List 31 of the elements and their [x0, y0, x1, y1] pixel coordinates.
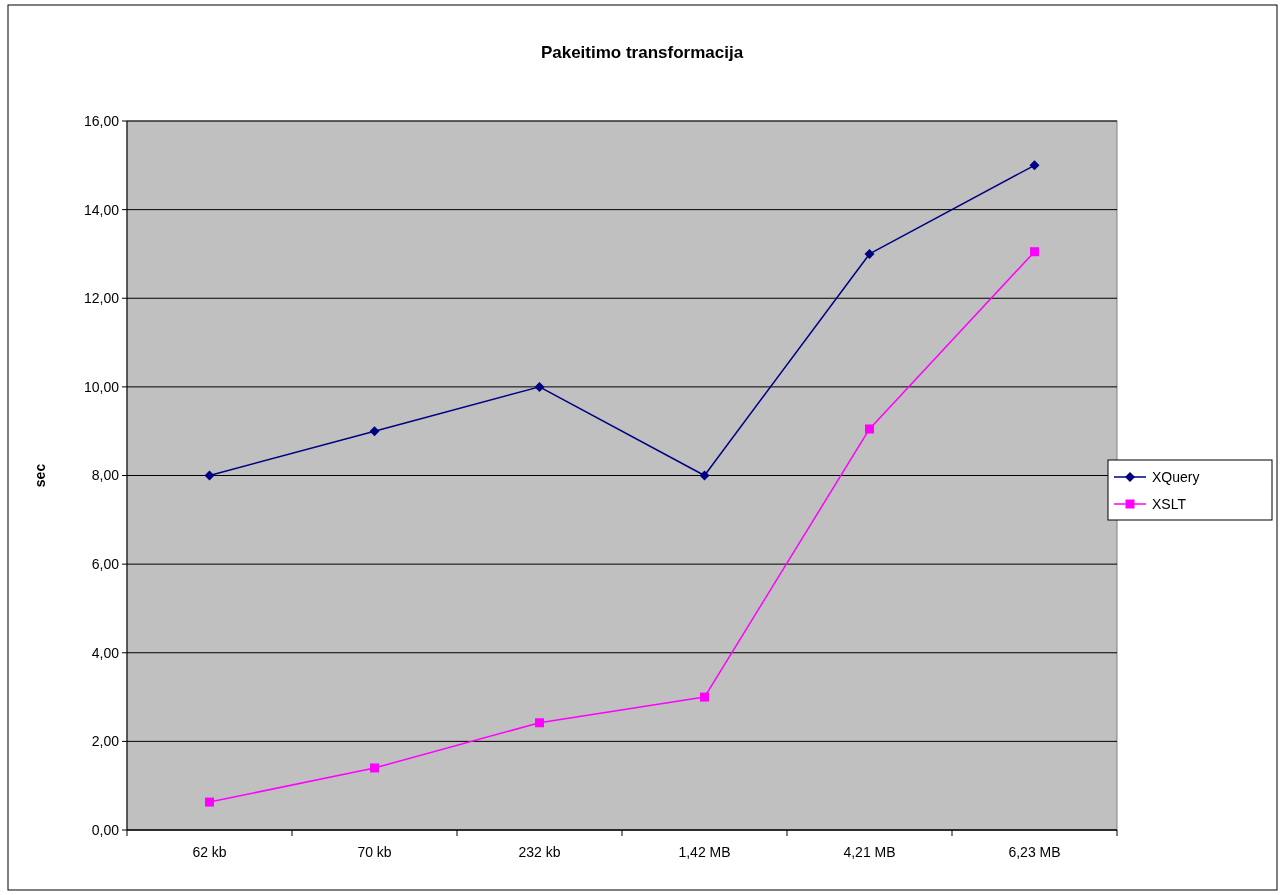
y-tick-label: 2,00 [91, 733, 120, 750]
y-tick-label: 16,00 [83, 112, 120, 129]
point [864, 248, 875, 259]
y-tick-label: 4,00 [91, 644, 120, 661]
chart-title: Pakeitimo transformacija [540, 43, 744, 62]
point [1029, 160, 1040, 171]
x-tick-label: 70 kb [357, 844, 392, 860]
y-axis-title: sec [32, 463, 48, 488]
x-tick-label: 1,42 MB [678, 844, 731, 860]
point [865, 424, 874, 434]
x-tick-label: 4,21 MB [843, 844, 896, 860]
point [370, 763, 379, 773]
y-tick-label: 6,00 [91, 556, 120, 573]
point [535, 718, 544, 728]
y-tick-label: 14,00 [83, 201, 120, 218]
y-tick-label: 10,00 [83, 378, 120, 395]
x-tick-label: 6,23 MB [1008, 844, 1061, 860]
y-tick-label: 12,00 [83, 290, 120, 307]
legend-label: XQuery [1152, 468, 1200, 485]
y-tick-label: 8,00 [91, 467, 120, 484]
x-tick-label: 62 kb [192, 844, 227, 860]
legend-label: XSLT [1152, 495, 1187, 512]
x-tick-label: 232 kb [518, 844, 561, 860]
point [700, 692, 709, 702]
point [1030, 247, 1039, 257]
point [204, 470, 215, 481]
point [369, 426, 380, 437]
y-tick-label: 0,00 [91, 821, 120, 838]
point [534, 381, 545, 392]
point [699, 470, 710, 481]
point [205, 797, 214, 807]
